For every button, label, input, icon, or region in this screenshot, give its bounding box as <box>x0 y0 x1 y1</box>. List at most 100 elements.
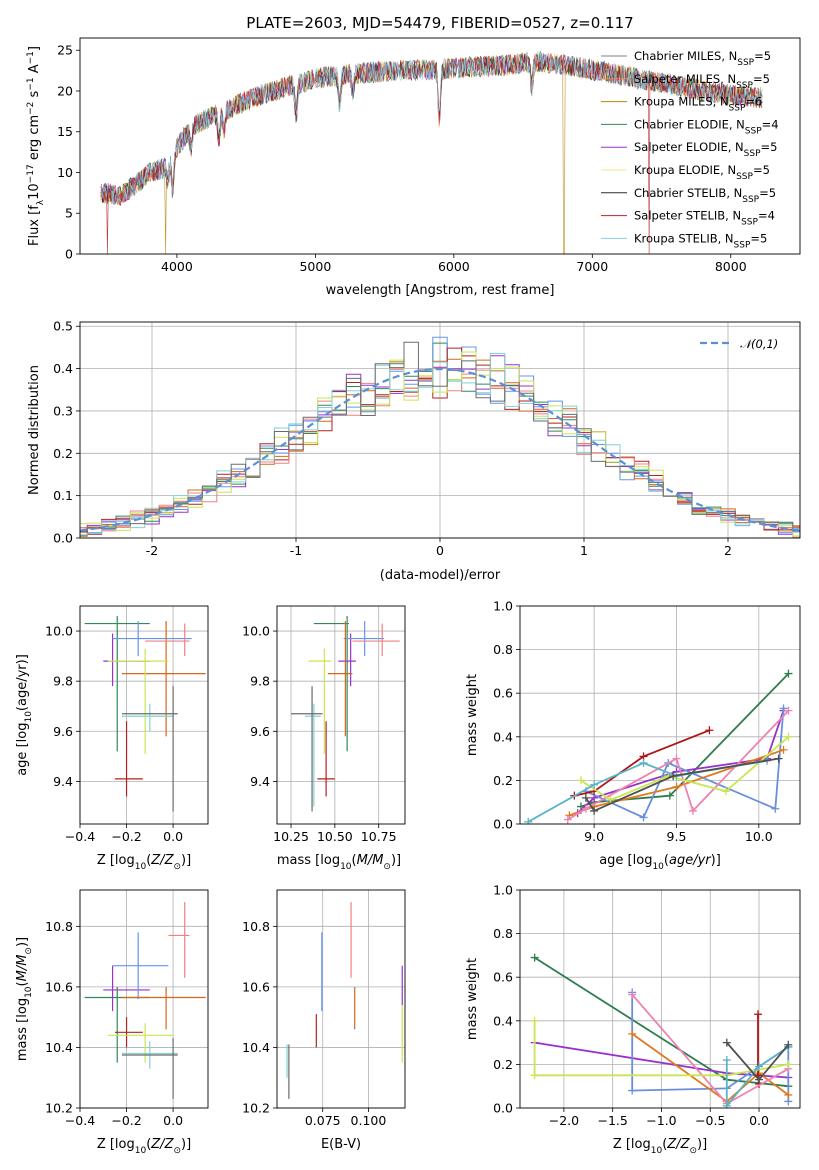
label-part: Z [log <box>97 853 135 868</box>
label-part: ⊙ <box>24 947 34 955</box>
plot-area <box>530 953 793 1108</box>
plot-area <box>524 669 793 824</box>
label-part: A <box>27 64 42 77</box>
series-marker-6 <box>530 1016 539 1025</box>
series-line-7 <box>725 1046 789 1108</box>
label-part: 10 <box>652 862 664 872</box>
histogram-8 <box>80 341 800 532</box>
label-part: =6 <box>745 95 762 109</box>
histogram-3 <box>80 358 800 537</box>
label-part: Flux [f <box>27 205 42 246</box>
series-marker-5 <box>784 706 793 715</box>
label-part: −1 <box>26 77 36 90</box>
legend-entry-3: Chabrier ELODIE, NSSP=4 <box>634 117 779 136</box>
tick-label-x: 0.100 <box>351 1113 387 1128</box>
series-marker-5 <box>688 806 697 815</box>
series-marker-6 <box>576 776 585 785</box>
plot-area <box>286 902 403 1099</box>
tick-label-x: 5000 <box>299 259 331 274</box>
tick-label-y: 0 <box>65 247 73 262</box>
series-marker-3 <box>628 1029 637 1038</box>
tick-label-y: 20 <box>57 83 73 98</box>
label-part: =5 <box>750 231 767 245</box>
tick-label-y: 5 <box>65 206 73 221</box>
label-part: )] <box>181 853 191 868</box>
panel-mass_vs_ebv: 0.075 0.100 10.2 10.4 10.6 10.8 E(B-V) <box>242 889 406 1152</box>
legend-entry-gaussian: 𝒩(0,1) <box>740 337 778 351</box>
x-axis-label: Z [log10(Z/Z⊙)] <box>97 1137 191 1156</box>
series-marker-7 <box>639 758 648 767</box>
series-marker-7 <box>755 1062 764 1071</box>
label-part: =5 <box>761 140 778 154</box>
label-part: =4 <box>762 117 779 131</box>
series-marker-6 <box>784 1060 793 1069</box>
tick-label-y: 9.6 <box>250 724 270 739</box>
tick-label-y: 0.4 <box>493 729 513 744</box>
axes-frame <box>79 37 801 255</box>
legend-entry-0: Chabrier MILES, NSSP=5 <box>634 49 771 68</box>
label-part: Chabrier STELIB, N <box>634 186 742 200</box>
label-part: age [log <box>15 723 30 776</box>
plot-area <box>100 50 763 254</box>
label-part: λ <box>36 199 46 205</box>
label-part: Chabrier ELODIE, N <box>634 117 745 131</box>
tick-label-x: 9.0 <box>584 829 604 844</box>
label-part: SSP <box>736 81 753 91</box>
tick-label-y: 0.4 <box>493 1013 513 1028</box>
label-part: ( <box>146 1137 151 1152</box>
series-marker-8 <box>581 793 590 802</box>
label-part: =5 <box>754 49 771 63</box>
plot-area <box>84 616 206 812</box>
label-part: ⊙ <box>689 1146 697 1156</box>
label-part: )] <box>697 1137 707 1152</box>
plot-area <box>80 336 800 538</box>
tick-label-x: 0.075 <box>305 1113 341 1128</box>
tick-label-y: 10.4 <box>242 1040 270 1055</box>
x-axis-label: wavelength [Angstrom, rest frame] <box>326 283 555 298</box>
label-part: 10 <box>24 986 34 998</box>
label-part: Kroupa ELODIE, N <box>634 163 736 177</box>
label-part: Kroupa STELIB, N <box>634 231 734 245</box>
tick-label-y: 10.2 <box>45 1101 73 1116</box>
panel-age_vs_Z: −0.4 −0.2 0.09.49.69.810.0Z [log10(Z/Z⊙)]a… <box>15 605 209 872</box>
label-part: Salpeter STELIB, N <box>634 209 741 223</box>
tick-label-x: 10.75 <box>361 829 397 844</box>
axes-frame <box>519 605 801 825</box>
tick-label-y: 0.2 <box>493 773 513 788</box>
label-part: SSP <box>741 218 758 228</box>
x-axis-label: E(B-V) <box>321 1137 361 1152</box>
label-part: age/yr <box>669 853 712 868</box>
tick-label-x: −0.5 <box>695 1113 725 1128</box>
label-part: ⊙ <box>173 1146 181 1156</box>
label-part: SSP <box>744 149 761 159</box>
panel-age_vs_mass: 10.25 10.50 10.75 9.4 9.6 9.8 10.0 mass [log10(… <box>242 605 406 872</box>
label-part: SSP <box>736 172 753 182</box>
series-marker-6 <box>721 787 730 796</box>
y-axis-label: mass weight <box>465 958 480 1040</box>
legend-entry-1: Salpeter MILES, NSSP=5 <box>634 72 770 91</box>
series-marker-0 <box>784 669 793 678</box>
tick-label-y: 1.0 <box>493 599 513 614</box>
axes-frame <box>79 605 209 825</box>
label-part: (age/yr)] <box>15 654 30 711</box>
plot-area <box>84 902 206 1099</box>
series-marker-0 <box>530 953 539 962</box>
tick-label-y: 10.2 <box>242 1101 270 1116</box>
label-part: =5 <box>753 163 770 177</box>
label-part: Z [log <box>613 1137 651 1152</box>
series-line-6 <box>533 1020 789 1077</box>
histogram-7 <box>80 353 800 536</box>
tick-label-y: 10.6 <box>45 979 73 994</box>
label-part: ( <box>352 853 357 868</box>
label-part: Z/Z <box>666 1137 690 1152</box>
panel-massweight_vs_age: 9.0 9.5 10.0 0.0 0.2 0.4 0.6 0.8 1.0 age [log10(a… <box>465 599 801 872</box>
tick-label-y: 0.6 <box>493 686 513 701</box>
axes-frame <box>276 889 406 1109</box>
series-marker-3 <box>779 745 788 754</box>
label-part: Z/Z <box>150 1137 174 1152</box>
legend-entry-2: Kroupa MILES, NSSP=6 <box>634 95 762 114</box>
tick-label-x: −0.2 <box>111 829 141 844</box>
tick-label-x: 8000 <box>715 259 747 274</box>
tick-label-y: 10.0 <box>242 624 270 639</box>
label-part: s <box>27 90 42 101</box>
